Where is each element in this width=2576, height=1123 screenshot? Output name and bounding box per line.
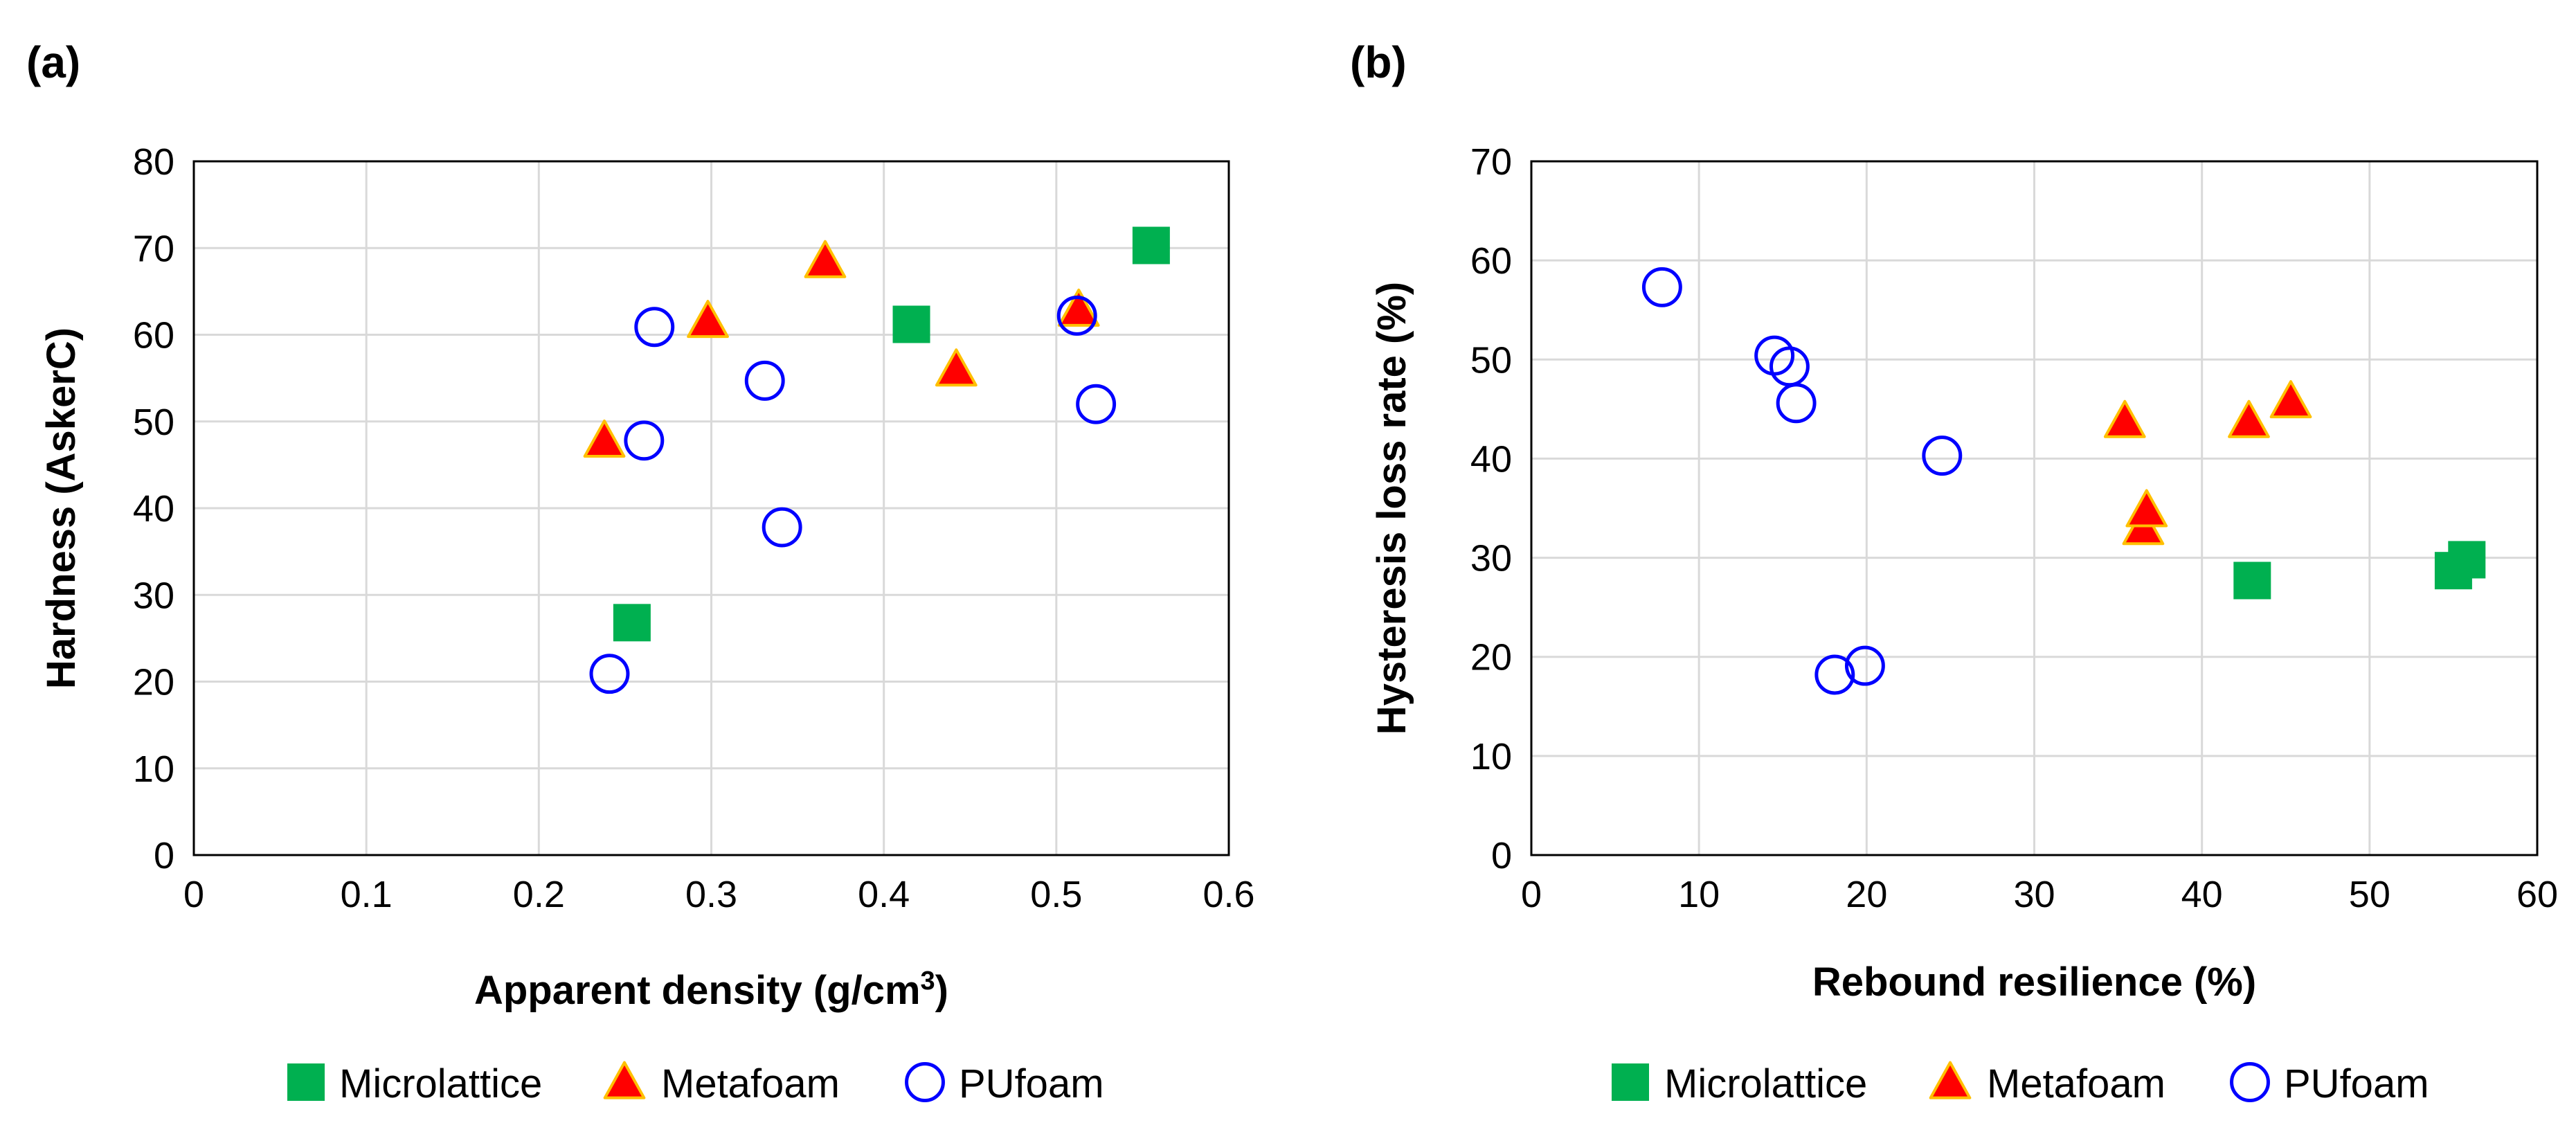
x-tick-label: 0.1 bbox=[341, 874, 393, 915]
panel-b-marks bbox=[1641, 267, 2486, 695]
y-tick-label: 40 bbox=[133, 488, 174, 530]
panel-b-legend-pufoam-label: PUfoam bbox=[2284, 1061, 2429, 1106]
y-tick-label: 10 bbox=[1470, 736, 1512, 778]
panel-b: (b) 0 10 20 30 40 50 60 0 10 20 30 40 50 60 70 Rebound… bbox=[1350, 37, 2558, 1106]
panel-a-pufoam-point bbox=[589, 654, 630, 694]
y-tick-label: 50 bbox=[133, 402, 174, 443]
panel-a-pufoam-point bbox=[1056, 295, 1097, 336]
panel-a-x-axis-title: Apparent density (g/cm3) bbox=[474, 967, 948, 1013]
panel-a-metafoam-point bbox=[687, 300, 729, 339]
panel-a-metafoam-point bbox=[804, 240, 847, 278]
panel-a-legend-pufoam-label: PUfoam bbox=[959, 1061, 1104, 1106]
y-tick-label: 10 bbox=[133, 748, 174, 790]
panel-b-x-axis-title: Rebound resilience (%) bbox=[1812, 960, 2256, 1005]
y-tick-label: 80 bbox=[133, 141, 174, 183]
panel-b-legend-metafoam-label: Metafoam bbox=[1987, 1061, 2165, 1106]
panel-b-legend: Microlattice Metafoam PUfoam bbox=[1612, 1061, 2429, 1106]
y-tick-label: 60 bbox=[1470, 240, 1512, 282]
y-tick-label: 70 bbox=[1470, 141, 1512, 183]
x-tick-label: 30 bbox=[2013, 874, 2055, 915]
panel-a-ticks: 0 0.1 0.2 0.3 0.4 0.5 0.6 0 10 20 30 40 50 60 70 80 bbox=[133, 141, 1255, 915]
panel-a-microlattice-point bbox=[613, 604, 651, 642]
y-tick-label: 30 bbox=[133, 575, 174, 616]
panel-b-pufoam-point bbox=[1776, 383, 1817, 424]
y-tick-label: 0 bbox=[1491, 835, 1512, 877]
panel-a-label: (a) bbox=[26, 37, 80, 87]
x-tick-label: 40 bbox=[2181, 874, 2223, 915]
panel-a-legend-microlattice-marker bbox=[287, 1063, 325, 1101]
x-tick-label: 0.4 bbox=[858, 874, 910, 915]
y-tick-label: 0 bbox=[154, 835, 174, 877]
panel-b-metafoam-point bbox=[2228, 399, 2270, 438]
x-tick-label: 10 bbox=[1678, 874, 1720, 915]
panel-b-pufoam-point bbox=[1844, 645, 1885, 686]
panel-b-legend-metafoam-marker bbox=[1929, 1061, 1972, 1099]
panel-b-metafoam-point bbox=[2103, 399, 2146, 438]
x-tick-label: 0 bbox=[1521, 874, 1542, 915]
panel-a-pufoam-point bbox=[1076, 384, 1117, 424]
panel-a-legend-metafoam-label: Metafoam bbox=[661, 1061, 840, 1106]
y-tick-label: 20 bbox=[133, 662, 174, 703]
panel-a-plot-frame bbox=[192, 160, 1230, 856]
panel-a-pufoam-point bbox=[634, 307, 675, 348]
panel-a-pufoam-point bbox=[744, 360, 785, 401]
panel-a-x-axis-title-superscript: 3 bbox=[921, 967, 935, 996]
panel-b-plot-frame bbox=[1530, 160, 2539, 856]
y-tick-label: 60 bbox=[133, 315, 174, 357]
panel-a-metafoam-point bbox=[583, 419, 626, 458]
x-tick-label: 0 bbox=[183, 874, 204, 915]
x-tick-label: 0.5 bbox=[1030, 874, 1082, 915]
panel-a-legend-metafoam-marker bbox=[603, 1061, 646, 1099]
panel-a: (a) 0 0.1 0.2 0.3 0.4 0.5 0.6 0 10 20 30 40 50 60 70 80… bbox=[26, 37, 1255, 1106]
panel-b-gridlines bbox=[1531, 161, 2537, 855]
y-tick-label: 30 bbox=[1470, 538, 1512, 580]
panel-b-pufoam-point bbox=[1922, 435, 1963, 476]
y-tick-label: 50 bbox=[1470, 339, 1512, 381]
panel-b-legend-microlattice-label: Microlattice bbox=[1664, 1061, 1867, 1106]
x-tick-label: 0.6 bbox=[1203, 874, 1254, 915]
panel-a-gridlines bbox=[194, 161, 1229, 855]
panel-b-microlattice-point bbox=[2448, 541, 2486, 579]
panel-b-microlattice-point bbox=[2233, 562, 2271, 600]
x-tick-label: 0.2 bbox=[513, 874, 565, 915]
panel-b-ticks: 0 10 20 30 40 50 60 0 10 20 30 40 50 60 70 bbox=[1470, 141, 2558, 915]
panel-a-metafoam-point bbox=[935, 348, 978, 387]
panel-a-x-axis-title-main: Apparent density (g/cm bbox=[474, 968, 921, 1013]
y-tick-label: 40 bbox=[1470, 438, 1512, 480]
x-tick-label: 60 bbox=[2516, 874, 2558, 915]
x-tick-label: 0.3 bbox=[685, 874, 737, 915]
panel-a-marks bbox=[583, 226, 1170, 694]
panel-a-legend-microlattice-label: Microlattice bbox=[339, 1061, 542, 1106]
x-tick-label: 20 bbox=[1846, 874, 1887, 915]
panel-b-pufoam-point bbox=[1641, 267, 1682, 307]
x-tick-label: 50 bbox=[2349, 874, 2390, 915]
panel-b-label: (b) bbox=[1350, 37, 1407, 87]
panel-b-legend-pufoam-marker bbox=[2230, 1062, 2270, 1102]
panel-a-y-axis-title: Hardness (AskerC) bbox=[39, 327, 84, 689]
panel-b-pufoam-point bbox=[1814, 654, 1855, 695]
panel-a-pufoam-point bbox=[762, 507, 802, 548]
panel-a-pufoam-point bbox=[624, 420, 665, 461]
panel-b-metafoam-point bbox=[2125, 489, 2168, 528]
panel-a-microlattice-point bbox=[1132, 226, 1170, 264]
panel-a-legend: Microlattice Metafoam PUfoam bbox=[287, 1061, 1104, 1106]
panel-a-x-axis-title-end: ) bbox=[935, 968, 948, 1013]
y-tick-label: 70 bbox=[133, 228, 174, 269]
panel-a-metafoam-point bbox=[1057, 288, 1100, 327]
y-tick-label: 20 bbox=[1470, 637, 1512, 679]
panel-a-legend-pufoam-marker bbox=[905, 1062, 945, 1102]
panel-b-metafoam-point bbox=[2269, 380, 2312, 419]
panel-b-legend-microlattice-marker bbox=[1612, 1063, 1649, 1101]
panel-b-y-axis-title: Hysteresis loss rate (%) bbox=[1369, 282, 1414, 735]
panel-a-microlattice-point bbox=[892, 305, 930, 343]
